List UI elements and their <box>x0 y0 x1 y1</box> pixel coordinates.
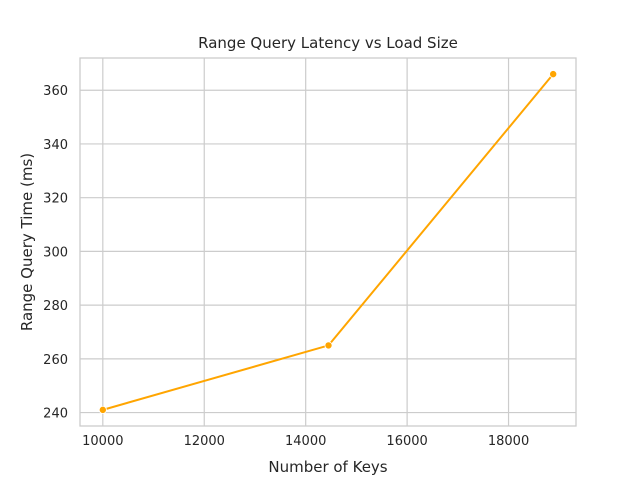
x-tick-label: 12000 <box>184 434 225 449</box>
grid-layer <box>80 58 576 426</box>
y-tick-label: 280 <box>43 299 68 314</box>
x-tick-label: 14000 <box>285 434 326 449</box>
y-tick-label: 240 <box>43 407 68 422</box>
data-point <box>549 70 558 79</box>
y-tick-label: 360 <box>43 84 68 99</box>
x-axis-label: Number of Keys <box>268 458 387 476</box>
x-tick-label: 18000 <box>488 434 529 449</box>
chart-title: Range Query Latency vs Load Size <box>198 34 458 52</box>
data-point <box>324 341 333 350</box>
series-layer <box>98 70 558 414</box>
y-tick-label: 300 <box>43 245 68 260</box>
series-line <box>102 73 554 411</box>
y-tick-label: 260 <box>43 353 68 368</box>
data-point <box>98 405 107 414</box>
y-axis-label: Range Query Time (ms) <box>18 153 36 331</box>
plot-frame <box>79 57 577 427</box>
tick-layer: 10000 12000 14000 16000 18000 240 260 280 300 320… <box>43 84 529 449</box>
x-tick-label: 10000 <box>82 434 123 449</box>
x-tick-label: 16000 <box>386 434 427 449</box>
y-tick-label: 340 <box>43 138 68 153</box>
y-tick-label: 320 <box>43 192 68 207</box>
